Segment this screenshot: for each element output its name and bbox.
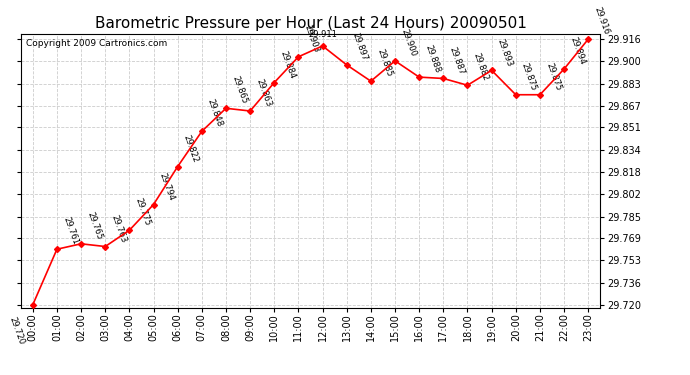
Text: Copyright 2009 Cartronics.com: Copyright 2009 Cartronics.com xyxy=(26,39,168,48)
Text: 29.882: 29.882 xyxy=(472,52,490,82)
Text: 29.875: 29.875 xyxy=(544,62,562,92)
Text: 29.894: 29.894 xyxy=(569,36,586,66)
Text: 29.884: 29.884 xyxy=(279,50,297,80)
Text: 29.765: 29.765 xyxy=(86,211,104,241)
Text: 29.822: 29.822 xyxy=(182,134,200,164)
Text: 29.794: 29.794 xyxy=(158,171,176,202)
Text: 29.911: 29.911 xyxy=(308,30,337,39)
Text: 29.761: 29.761 xyxy=(61,216,79,246)
Text: 29.875: 29.875 xyxy=(520,62,538,92)
Title: Barometric Pressure per Hour (Last 24 Hours) 20090501: Barometric Pressure per Hour (Last 24 Ho… xyxy=(95,16,526,31)
Text: 29.900: 29.900 xyxy=(400,28,417,58)
Text: 29.763: 29.763 xyxy=(110,213,128,244)
Text: 29.887: 29.887 xyxy=(448,45,466,76)
Text: 29.885: 29.885 xyxy=(375,48,393,78)
Text: 29.865: 29.865 xyxy=(230,75,248,105)
Text: 29.720: 29.720 xyxy=(8,316,26,346)
Text: 29.903: 29.903 xyxy=(303,24,321,54)
Text: 29.893: 29.893 xyxy=(496,37,514,68)
Text: 29.848: 29.848 xyxy=(206,98,224,129)
Text: 29.863: 29.863 xyxy=(255,78,273,108)
Text: 29.775: 29.775 xyxy=(134,197,152,228)
Text: 29.888: 29.888 xyxy=(424,44,442,74)
Text: 29.916: 29.916 xyxy=(593,6,611,36)
Text: 29.897: 29.897 xyxy=(351,32,369,62)
